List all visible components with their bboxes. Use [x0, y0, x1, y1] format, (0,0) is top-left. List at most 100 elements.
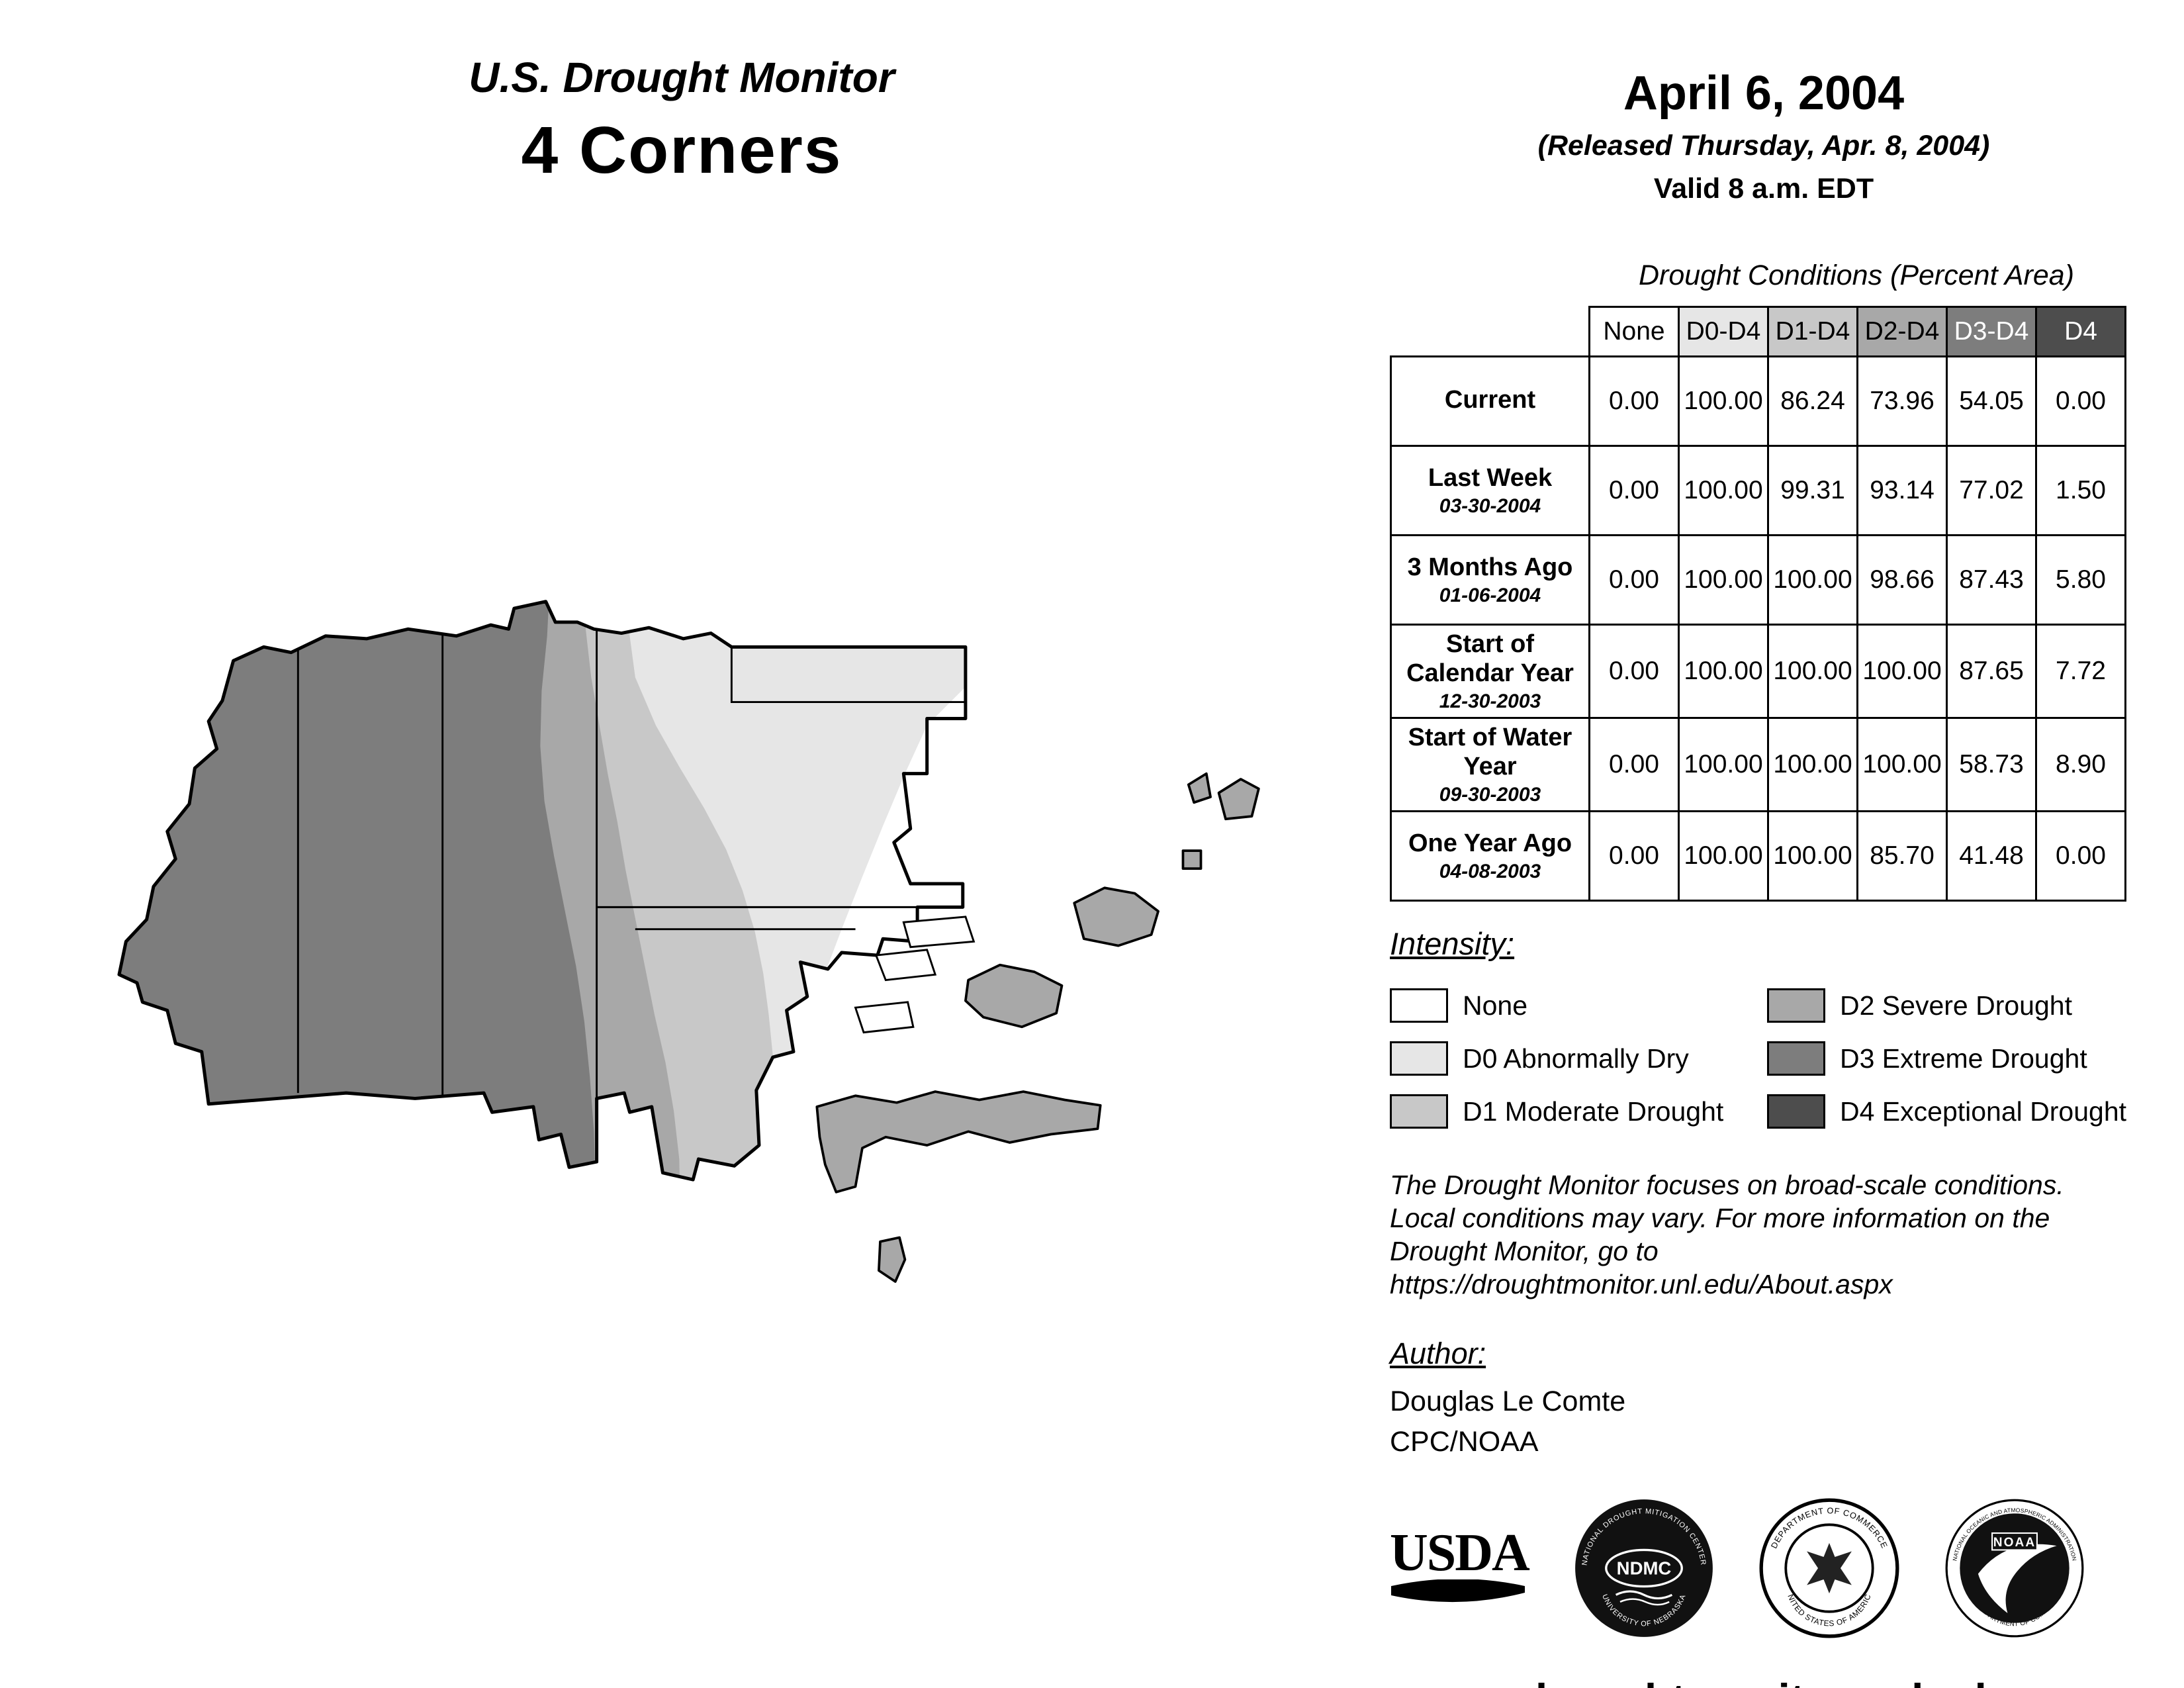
- cell-value: 0.00: [1588, 717, 1680, 812]
- legend-title: Intensity:: [1390, 926, 1515, 961]
- map-d2-patch: [815, 1090, 1102, 1194]
- map-region-none-patch: [854, 1001, 915, 1034]
- cell-value: 100.00: [1856, 624, 1948, 719]
- row-sublabel: 03-30-2004: [1439, 495, 1541, 517]
- cell-value: 73.96: [1856, 355, 1948, 447]
- cell-value: 86.24: [1767, 355, 1858, 447]
- column-header-d2-d4: D2-D4: [1856, 306, 1948, 357]
- cell-value: 5.80: [2035, 534, 2126, 626]
- cell-value: 87.65: [1946, 624, 2037, 719]
- row-header-last-week: Last Week 03-30-2004: [1390, 445, 1590, 536]
- map-outline: [117, 600, 968, 1182]
- right-column: Intensity: None D0 Abnormally Dry D1 Mod…: [1390, 925, 2144, 1688]
- cell-value: 1.50: [2035, 445, 2126, 536]
- logos-row: USDA NATIONAL DROUGHT MITIGATION CENTER …: [1390, 1498, 2144, 1638]
- doc-eagle-emblem: [1807, 1542, 1852, 1594]
- title-block: U.S. Drought Monitor 4 Corners: [218, 53, 1145, 189]
- row-sublabel: 12-30-2003: [1439, 690, 1541, 712]
- table-corner-cell: [1390, 306, 1590, 357]
- legend-item-d0: D0 Abnormally Dry: [1390, 1041, 1767, 1076]
- usda-logo: USDA: [1390, 1524, 1530, 1610]
- drought-conditions-table: None D0-D4 D1-D4 D2-D4 D3-D4 D4 Current …: [1390, 306, 2126, 902]
- legend-swatch-d3: [1767, 1041, 1825, 1076]
- table-header-row: None D0-D4 D1-D4 D2-D4 D3-D4 D4: [1390, 306, 2126, 357]
- cell-value: 93.14: [1856, 445, 1948, 536]
- cell-value: 0.00: [1588, 624, 1680, 719]
- row-label: Current: [1444, 386, 1536, 414]
- row-header-start-water-year: Start of Water Year 09-30-2003: [1390, 717, 1590, 812]
- cell-value: 100.00: [1856, 717, 1948, 812]
- map-d2-patch: [1073, 886, 1160, 947]
- map-d2-island: [1187, 772, 1212, 804]
- column-header-none: None: [1588, 306, 1680, 357]
- cell-value: 100.00: [1767, 717, 1858, 812]
- legend-item-d4: D4 Exceptional Drought: [1767, 1094, 2144, 1129]
- map-d2-patch: [964, 963, 1064, 1029]
- department-of-commerce-seal-icon: DEPARTMENT OF COMMERCE UNITED STATES OF …: [1759, 1498, 1899, 1638]
- map-none-counties: [854, 915, 976, 1034]
- legend-label: D4 Exceptional Drought: [1840, 1096, 2127, 1127]
- map-region-none-patch: [874, 949, 937, 982]
- legend-swatch-none: [1390, 988, 1448, 1023]
- map-region-none-patch: [902, 915, 976, 949]
- table-row: Current 0.00 100.00 86.24 73.96 54.05 0.…: [1390, 355, 2126, 447]
- column-header-d3-d4: D3-D4: [1946, 306, 2037, 357]
- cell-value: 100.00: [1678, 445, 1769, 536]
- column-header-d0-d4: D0-D4: [1678, 306, 1769, 357]
- row-label: Start of Calendar Year: [1406, 630, 1574, 687]
- cell-value: 98.66: [1856, 534, 1948, 626]
- disclaimer: The Drought Monitor focuses on broad-sca…: [1390, 1168, 2144, 1301]
- table-row: Start of Calendar Year 12-30-2003 0.00 1…: [1390, 624, 2126, 719]
- usda-swoosh-icon: [1391, 1579, 1525, 1603]
- legend-swatch-d2: [1767, 988, 1825, 1023]
- row-label: Last Week: [1428, 464, 1553, 492]
- usda-wordmark: USDA: [1390, 1524, 1530, 1582]
- cell-value: 100.00: [1767, 810, 1858, 902]
- noaa-seal-icon: NATIONAL OCEANIC AND ATMOSPHERIC ADMINIS…: [1945, 1499, 2084, 1638]
- legend-label: D3 Extreme Drought: [1840, 1043, 2087, 1074]
- footer-url: droughtmonitor.unl.edu: [1390, 1674, 2144, 1688]
- table-row: Last Week 03-30-2004 0.00 100.00 99.31 9…: [1390, 445, 2126, 536]
- cell-value: 100.00: [1678, 624, 1769, 719]
- intensity-legend: None D0 Abnormally Dry D1 Moderate Droug…: [1390, 979, 2144, 1138]
- cell-value: 100.00: [1767, 624, 1858, 719]
- row-label: One Year Ago: [1408, 829, 1572, 857]
- map-d2-patches: [815, 772, 1260, 1283]
- cell-value: 54.05: [1946, 355, 2037, 447]
- row-header-current: Current: [1390, 355, 1590, 447]
- row-sublabel: 04-08-2003: [1439, 861, 1541, 882]
- column-header-d4: D4: [2035, 306, 2126, 357]
- map-date: April 6, 2004: [1623, 67, 1905, 120]
- cell-value: 100.00: [1678, 810, 1769, 902]
- column-header-d1-d4: D1-D4: [1767, 306, 1858, 357]
- cell-value: 58.73: [1946, 717, 2037, 812]
- cell-value: 100.00: [1678, 717, 1769, 812]
- product-title: U.S. Drought Monitor: [469, 54, 895, 101]
- row-header-start-calendar-year: Start of Calendar Year 12-30-2003: [1390, 624, 1590, 719]
- row-label: 3 Months Ago: [1407, 553, 1573, 581]
- released-date: (Released Thursday, Apr. 8, 2004): [1537, 130, 1990, 162]
- cell-value: 0.00: [1588, 355, 1680, 447]
- cell-value: 0.00: [2035, 810, 2126, 902]
- table-row: One Year Ago 04-08-2003 0.00 100.00 100.…: [1390, 810, 2126, 902]
- cell-value: 0.00: [2035, 355, 2126, 447]
- disclaimer-line: The Drought Monitor focuses on broad-sca…: [1390, 1170, 2064, 1200]
- region-title: 4 Corners: [521, 113, 842, 187]
- ndmc-wordmark: NDMC: [1617, 1558, 1672, 1579]
- map-county-line: [730, 647, 966, 703]
- legend-swatch-d0: [1390, 1041, 1448, 1076]
- ndmc-seal-icon: NATIONAL DROUGHT MITIGATION CENTER UNIVE…: [1575, 1499, 1713, 1637]
- map-d2-island: [878, 1236, 907, 1283]
- drought-map: [117, 600, 1260, 1283]
- map-d2-island: [1181, 849, 1203, 870]
- cell-value: 99.31: [1767, 445, 1858, 536]
- row-header-one-year-ago: One Year Ago 04-08-2003: [1390, 810, 1590, 902]
- cell-value: 77.02: [1946, 445, 2037, 536]
- legend-item-none: None: [1390, 988, 1767, 1023]
- map-state-county-borders: [296, 630, 966, 1159]
- author-name: Douglas Le Comte: [1390, 1385, 1626, 1417]
- legend-label: D0 Abnormally Dry: [1463, 1043, 1689, 1074]
- noaa-seagull-icon: [1978, 1544, 2057, 1613]
- table-row: 3 Months Ago 01-06-2004 0.00 100.00 100.…: [1390, 534, 2126, 626]
